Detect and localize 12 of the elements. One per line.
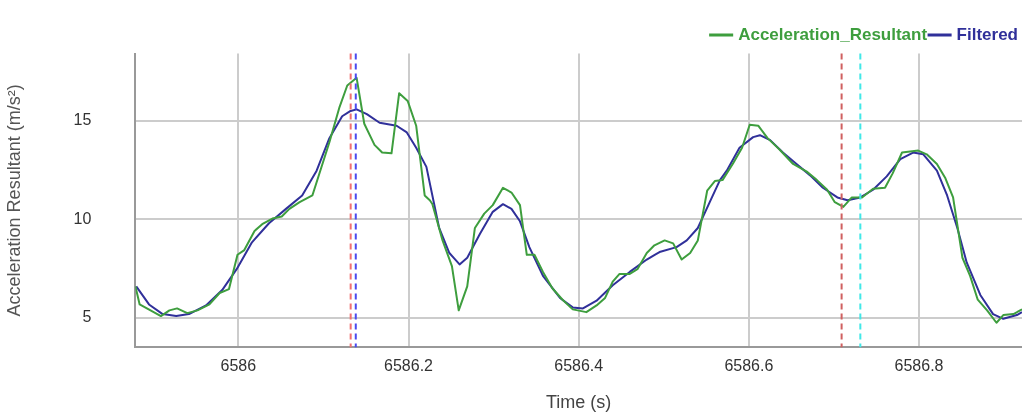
x-tick-label: 6586 (220, 357, 257, 375)
x-axis-title: Time (s) (546, 392, 612, 413)
legend-label: Acceleration_Resultant (738, 24, 928, 44)
x-tick-label: 6586.8 (894, 357, 944, 375)
y-tick-label: 15 (73, 111, 92, 128)
legend-label: Filtered (956, 24, 1019, 44)
x-tick-label: 6586.4 (554, 357, 604, 375)
y-axis-title: Acceleration Resultant (m/s²) (3, 84, 24, 317)
x-tick-label: 6586.6 (724, 357, 774, 375)
y-tick-label: 10 (73, 209, 92, 227)
x-tick-label: 6586.2 (384, 357, 434, 375)
y-tick-label: 5 (82, 308, 92, 326)
